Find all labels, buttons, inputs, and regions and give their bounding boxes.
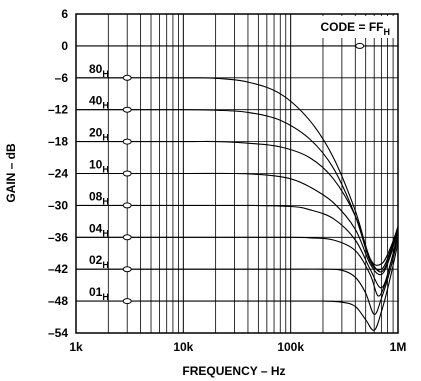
curve-label-main: 04 — [89, 221, 103, 235]
curve-label-sub: H — [102, 133, 109, 143]
curve-marker-02 — [122, 266, 132, 273]
curve-08 — [76, 204, 399, 289]
curve-02 — [76, 237, 399, 315]
curve-label-01: 01H — [89, 285, 109, 302]
curve-label-40: 40H — [89, 94, 109, 111]
curve-label-20: 20H — [89, 126, 109, 143]
curve-marker-40 — [122, 106, 132, 113]
y-tick-label: –24 — [48, 167, 68, 181]
code-annotation-main: CODE = FF — [320, 20, 383, 34]
curve-label-main: 10 — [89, 158, 103, 172]
x-tick-label: 1M — [390, 340, 407, 354]
curve-label-10: 10H — [89, 158, 109, 175]
x-tick-label: 100k — [277, 340, 304, 354]
curves — [75, 45, 399, 331]
x-tick-label: 10k — [173, 340, 193, 354]
curve-marker-ff — [355, 42, 365, 49]
y-tick-label: –54 — [48, 326, 68, 340]
curve-marker-04 — [122, 234, 132, 241]
y-tick-label: –6 — [55, 71, 69, 85]
curve-marker-08 — [122, 202, 132, 209]
curve-label-sub: H — [102, 196, 109, 206]
curve-10 — [75, 172, 399, 276]
curve-label-sub: H — [102, 260, 109, 270]
curve-label-sub: H — [102, 228, 109, 238]
curve-label-sub: H — [102, 165, 109, 175]
y-tick-label: –48 — [48, 294, 68, 308]
curve-04 — [76, 236, 399, 297]
curve-label-main: 01 — [89, 285, 103, 299]
curve-01 — [76, 242, 399, 331]
code-annotation-sub: H — [384, 27, 391, 37]
y-axis-title: GAIN – dB — [4, 143, 18, 203]
grid — [76, 13, 398, 334]
y-tick-label: 0 — [61, 39, 68, 53]
code-annotation-box — [300, 16, 396, 38]
code-annotation: CODE = FFH — [300, 16, 396, 38]
code-annotation-text: CODE = FFH — [320, 20, 390, 37]
curve-label-02: 02H — [89, 253, 109, 270]
curve-label-main: 80 — [89, 62, 103, 76]
plot-frame — [75, 13, 399, 334]
x-tick-label: 1k — [69, 340, 83, 354]
curve-label-sub: H — [102, 101, 109, 111]
curve-40 — [75, 109, 399, 271]
y-tick-label: –30 — [48, 198, 68, 212]
curve-marker-20 — [122, 138, 132, 145]
y-tick-label: 6 — [61, 7, 68, 21]
y-tick-label: –18 — [48, 135, 68, 149]
curve-label-sub: H — [102, 292, 109, 302]
curve-80 — [75, 77, 399, 266]
x-axis-title: FREQUENCY – Hz — [182, 364, 285, 378]
curve-label-main: 02 — [89, 253, 103, 267]
y-tick-label: –36 — [48, 230, 68, 244]
y-tick-label: –12 — [48, 103, 68, 117]
curve-label-main: 20 — [89, 126, 103, 140]
curve-label-04: 04H — [89, 221, 109, 238]
curve-marker-80 — [122, 74, 132, 81]
curve-marker-10 — [122, 170, 132, 177]
curve-label-80: 80H — [89, 62, 109, 79]
curve-label-sub: H — [102, 69, 109, 79]
curve-marker-01 — [122, 298, 132, 305]
y-tick-label: –42 — [48, 262, 68, 276]
curve-label-main: 40 — [89, 94, 103, 108]
curve-20 — [75, 140, 399, 273]
curve-label-main: 08 — [89, 189, 103, 203]
curve-label-08: 08H — [89, 189, 109, 206]
